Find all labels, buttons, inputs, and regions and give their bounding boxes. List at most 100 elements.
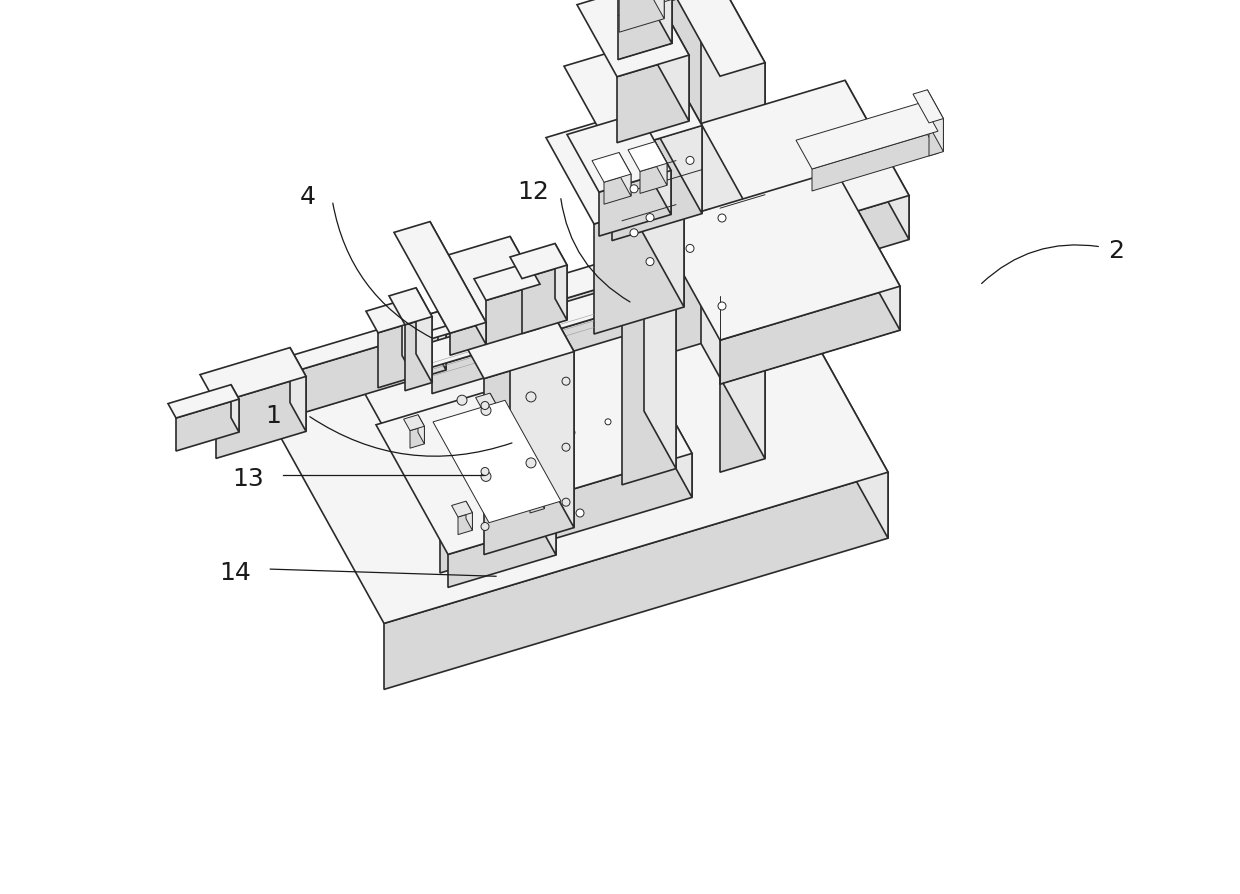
Polygon shape	[640, 164, 667, 194]
Polygon shape	[577, 0, 689, 78]
Polygon shape	[376, 393, 556, 555]
Polygon shape	[649, 0, 689, 122]
Polygon shape	[639, 114, 671, 215]
Polygon shape	[619, 0, 665, 33]
Polygon shape	[523, 480, 544, 496]
Polygon shape	[420, 253, 649, 339]
Polygon shape	[490, 393, 496, 423]
Circle shape	[569, 430, 575, 436]
Polygon shape	[613, 126, 702, 241]
Polygon shape	[701, 0, 765, 460]
Circle shape	[718, 303, 725, 310]
Polygon shape	[510, 237, 574, 528]
Circle shape	[481, 402, 489, 410]
Polygon shape	[928, 90, 944, 152]
Polygon shape	[656, 0, 765, 77]
Circle shape	[458, 396, 467, 406]
Polygon shape	[636, 253, 649, 297]
Circle shape	[686, 245, 694, 253]
Polygon shape	[378, 323, 414, 388]
Polygon shape	[590, 148, 676, 222]
Polygon shape	[486, 285, 539, 345]
Polygon shape	[410, 426, 424, 449]
Polygon shape	[450, 323, 486, 356]
Polygon shape	[836, 172, 900, 331]
Polygon shape	[277, 312, 446, 375]
Polygon shape	[438, 312, 446, 371]
Polygon shape	[394, 223, 486, 333]
Polygon shape	[649, 0, 672, 45]
Polygon shape	[649, 0, 711, 6]
Polygon shape	[618, 56, 689, 144]
Polygon shape	[619, 154, 631, 197]
Polygon shape	[538, 480, 544, 509]
Polygon shape	[776, 271, 888, 538]
Polygon shape	[720, 287, 900, 384]
Polygon shape	[231, 385, 239, 433]
Polygon shape	[420, 282, 649, 367]
Polygon shape	[360, 310, 692, 529]
Polygon shape	[656, 0, 711, 358]
Polygon shape	[484, 352, 574, 555]
Polygon shape	[567, 114, 671, 193]
Circle shape	[526, 392, 536, 402]
Text: 2: 2	[1109, 239, 1123, 262]
Polygon shape	[440, 454, 692, 573]
Circle shape	[481, 472, 491, 482]
Circle shape	[562, 378, 570, 386]
Polygon shape	[272, 271, 888, 624]
Polygon shape	[618, 0, 672, 61]
Circle shape	[562, 443, 570, 451]
Text: 4: 4	[300, 185, 315, 208]
Circle shape	[481, 468, 489, 476]
Polygon shape	[656, 172, 900, 341]
Circle shape	[646, 215, 653, 223]
Circle shape	[718, 215, 725, 223]
Polygon shape	[476, 393, 496, 409]
Polygon shape	[591, 154, 631, 183]
Polygon shape	[653, 40, 702, 215]
Polygon shape	[701, 81, 909, 240]
Polygon shape	[484, 393, 556, 555]
Polygon shape	[522, 266, 567, 334]
Circle shape	[562, 499, 570, 507]
Polygon shape	[405, 317, 432, 392]
Text: 13: 13	[232, 467, 264, 490]
Polygon shape	[599, 172, 671, 237]
Polygon shape	[528, 264, 539, 329]
Polygon shape	[415, 289, 432, 384]
Polygon shape	[430, 223, 486, 345]
Polygon shape	[200, 348, 306, 404]
Polygon shape	[529, 492, 544, 513]
Circle shape	[646, 258, 653, 266]
Text: 12: 12	[517, 181, 549, 204]
Polygon shape	[564, 40, 702, 154]
Circle shape	[630, 186, 639, 194]
Circle shape	[605, 419, 611, 426]
Polygon shape	[432, 274, 649, 361]
Polygon shape	[432, 303, 649, 394]
Circle shape	[481, 406, 491, 416]
Polygon shape	[636, 282, 649, 329]
Polygon shape	[812, 132, 937, 192]
Polygon shape	[176, 400, 239, 451]
Polygon shape	[645, 0, 665, 20]
Polygon shape	[622, 206, 676, 485]
Polygon shape	[433, 401, 560, 523]
Polygon shape	[929, 120, 944, 156]
Polygon shape	[384, 473, 888, 689]
Polygon shape	[167, 385, 239, 418]
Polygon shape	[702, 0, 711, 342]
Polygon shape	[556, 244, 567, 321]
Circle shape	[577, 510, 584, 518]
Polygon shape	[389, 289, 432, 325]
Polygon shape	[613, 310, 692, 498]
Polygon shape	[284, 326, 446, 419]
Text: 1: 1	[265, 404, 280, 427]
Polygon shape	[844, 81, 909, 240]
Polygon shape	[636, 112, 684, 308]
Polygon shape	[418, 416, 424, 444]
Polygon shape	[655, 142, 667, 186]
Polygon shape	[482, 405, 496, 427]
Polygon shape	[644, 148, 676, 469]
